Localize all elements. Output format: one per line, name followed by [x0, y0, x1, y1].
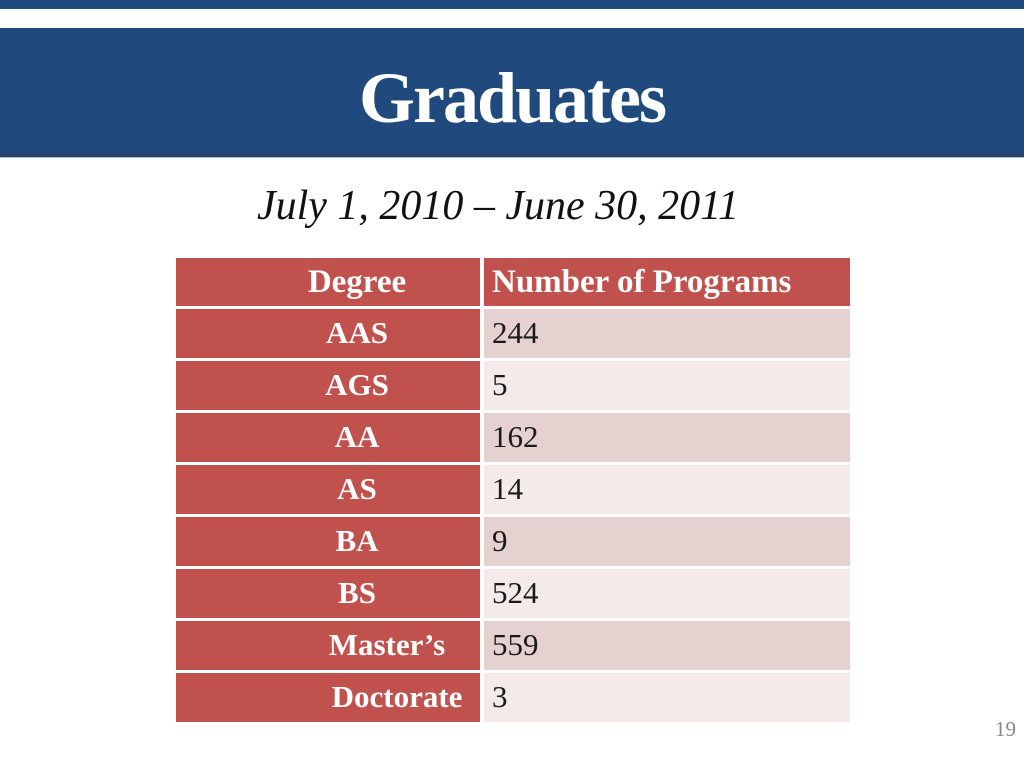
degree-cell: AGS [176, 361, 480, 410]
programs-cell: 162 [484, 413, 850, 462]
table-row: BS 524 [176, 569, 850, 618]
programs-cell: 5 [484, 361, 850, 410]
table-row: AAS 244 [176, 309, 850, 358]
table-row: AA 162 [176, 413, 850, 462]
slide-title: Graduates [359, 57, 667, 138]
programs-cell: 524 [484, 569, 850, 618]
table-row: Doctorate 3 [176, 673, 850, 722]
table-header-row: Degree Number of Programs [176, 258, 850, 306]
degree-cell: Master’s [176, 621, 480, 670]
page-number: 19 [995, 717, 1016, 741]
header-degree: Degree [176, 258, 480, 306]
programs-cell: 9 [484, 517, 850, 566]
programs-cell: 244 [484, 309, 850, 358]
degree-cell: AA [176, 413, 480, 462]
table-row: Master’s 559 [176, 621, 850, 670]
degree-cell: AS [176, 465, 480, 514]
degree-cell: AAS [176, 309, 480, 358]
degree-cell: BA [176, 517, 480, 566]
slide-subtitle: July 1, 2010 – June 30, 2011 [256, 183, 740, 229]
top-accent-bar [0, 0, 1024, 9]
programs-cell: 3 [484, 673, 850, 722]
table-row: BA 9 [176, 517, 850, 566]
title-banner: Graduates [0, 28, 1024, 157]
table-row: AS 14 [176, 465, 850, 514]
table-row: AGS 5 [176, 361, 850, 410]
degree-cell: BS [176, 569, 480, 618]
degree-table: Degree Number of Programs AAS 244 AGS 5 AA 162 A… [176, 258, 850, 725]
programs-cell: 14 [484, 465, 850, 514]
header-number-of-programs: Number of Programs [484, 258, 850, 306]
degree-cell: Doctorate [176, 673, 480, 722]
programs-cell: 559 [484, 621, 850, 670]
